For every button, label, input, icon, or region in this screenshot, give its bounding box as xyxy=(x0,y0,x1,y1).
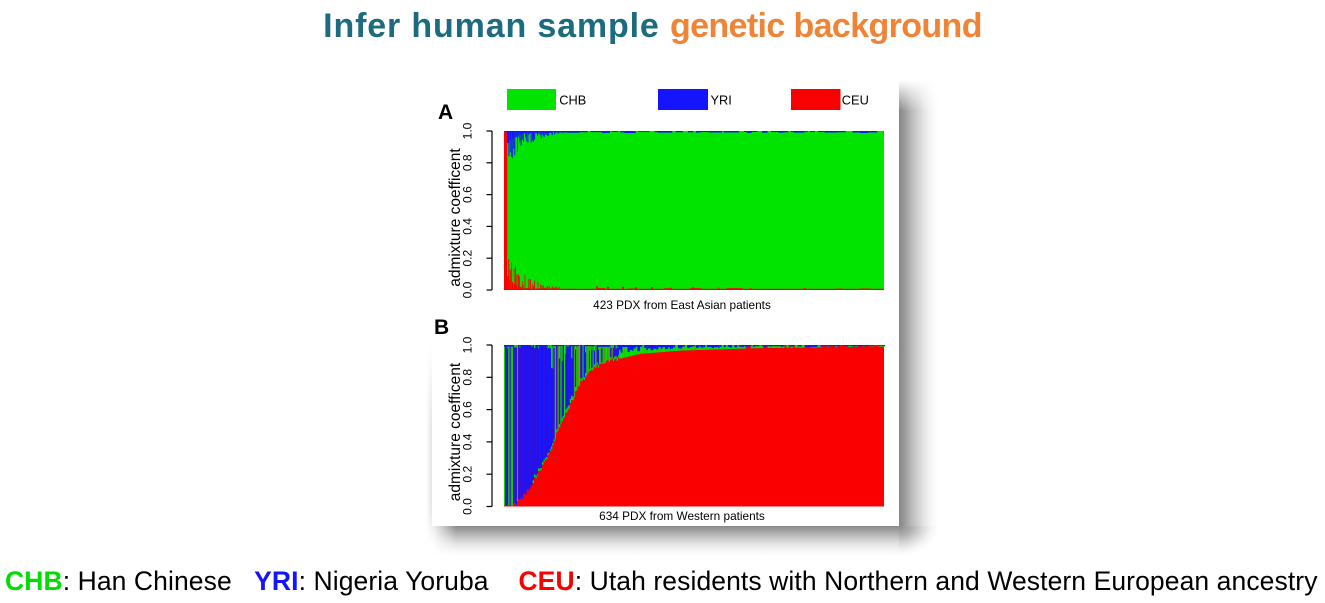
svg-text:0.0: 0.0 xyxy=(461,281,475,298)
svg-text:0.0: 0.0 xyxy=(461,498,475,515)
svg-text:0.4: 0.4 xyxy=(461,218,475,235)
svg-text:admixture coefficent: admixture coefficent xyxy=(447,148,464,287)
svg-text:admixture coefficent: admixture coefficent xyxy=(447,362,464,501)
svg-text:1.0: 1.0 xyxy=(461,336,475,353)
svg-text:1.0: 1.0 xyxy=(461,122,475,139)
svg-text:423 PDX from East Asian patien: 423 PDX from East Asian patients xyxy=(593,298,771,312)
svg-text:0.8: 0.8 xyxy=(461,154,475,171)
svg-text:0.4: 0.4 xyxy=(461,433,475,450)
svg-text:0.2: 0.2 xyxy=(461,466,475,483)
svg-text:634 PDX from Western patients: 634 PDX from Western patients xyxy=(599,509,765,523)
svg-text:0.8: 0.8 xyxy=(461,369,475,386)
svg-text:0.6: 0.6 xyxy=(461,401,475,418)
svg-text:0.6: 0.6 xyxy=(461,186,475,203)
svg-text:A: A xyxy=(438,101,453,124)
svg-text:B: B xyxy=(434,316,449,339)
svg-text:0.2: 0.2 xyxy=(461,250,475,267)
svg-text:CHB: CHB xyxy=(559,93,586,108)
svg-text:CEU: CEU xyxy=(842,93,869,108)
svg-text:YRI: YRI xyxy=(711,93,732,108)
